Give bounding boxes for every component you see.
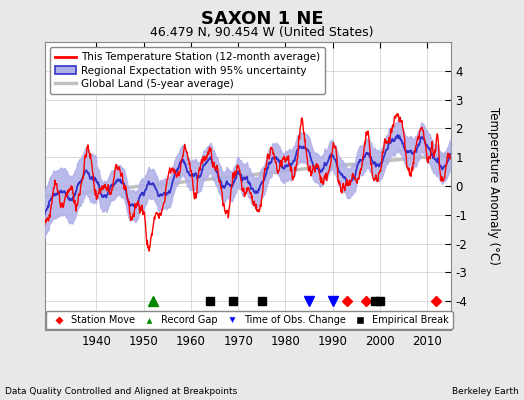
Y-axis label: Temperature Anomaly (°C): Temperature Anomaly (°C) — [487, 107, 500, 265]
Text: SAXON 1 NE: SAXON 1 NE — [201, 10, 323, 28]
Legend: Station Move, Record Gap, Time of Obs. Change, Empirical Break: Station Move, Record Gap, Time of Obs. C… — [46, 311, 453, 329]
Text: Berkeley Earth: Berkeley Earth — [452, 387, 519, 396]
Text: Data Quality Controlled and Aligned at Breakpoints: Data Quality Controlled and Aligned at B… — [5, 387, 237, 396]
Text: 46.479 N, 90.454 W (United States): 46.479 N, 90.454 W (United States) — [150, 26, 374, 39]
